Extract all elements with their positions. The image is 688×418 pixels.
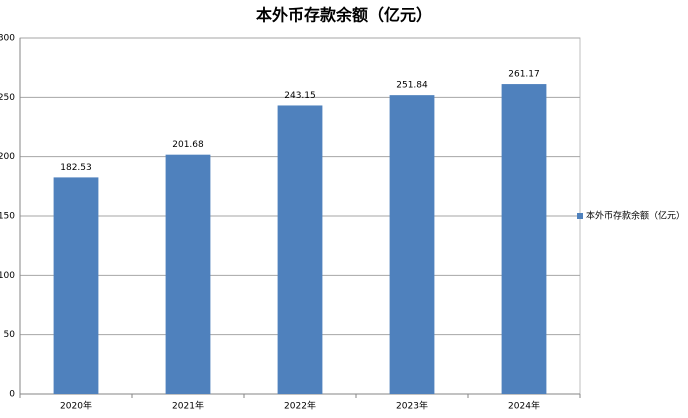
y-tick-label: 300 xyxy=(0,34,15,44)
x-tick-label: 2024年 xyxy=(508,400,540,412)
legend-swatch xyxy=(577,213,583,219)
bar xyxy=(389,95,435,394)
y-tick-label: 50 xyxy=(4,330,16,340)
x-tick-label: 2022年 xyxy=(284,400,316,412)
data-label: 243.15 xyxy=(284,91,316,101)
y-tick-label: 100 xyxy=(0,271,15,281)
data-label: 201.68 xyxy=(172,140,204,150)
y-tick-label: 150 xyxy=(0,212,15,222)
chart-title: 本外币存款余额（亿元） xyxy=(256,6,432,25)
bar xyxy=(277,105,323,394)
x-tick-label: 2020年 xyxy=(60,400,92,412)
x-tick-label: 2023年 xyxy=(396,400,428,412)
x-tick-label: 2021年 xyxy=(172,400,204,412)
bar xyxy=(501,84,547,394)
bar xyxy=(165,154,211,394)
legend-label: 本外币存款余额（亿元） xyxy=(586,210,685,222)
y-tick-label: 0 xyxy=(9,390,15,400)
bar xyxy=(53,177,99,394)
data-label: 251.84 xyxy=(396,81,428,91)
data-label: 182.53 xyxy=(60,163,92,173)
y-tick-label: 250 xyxy=(0,93,15,103)
data-label: 261.17 xyxy=(508,70,540,80)
y-tick-label: 200 xyxy=(0,152,15,162)
